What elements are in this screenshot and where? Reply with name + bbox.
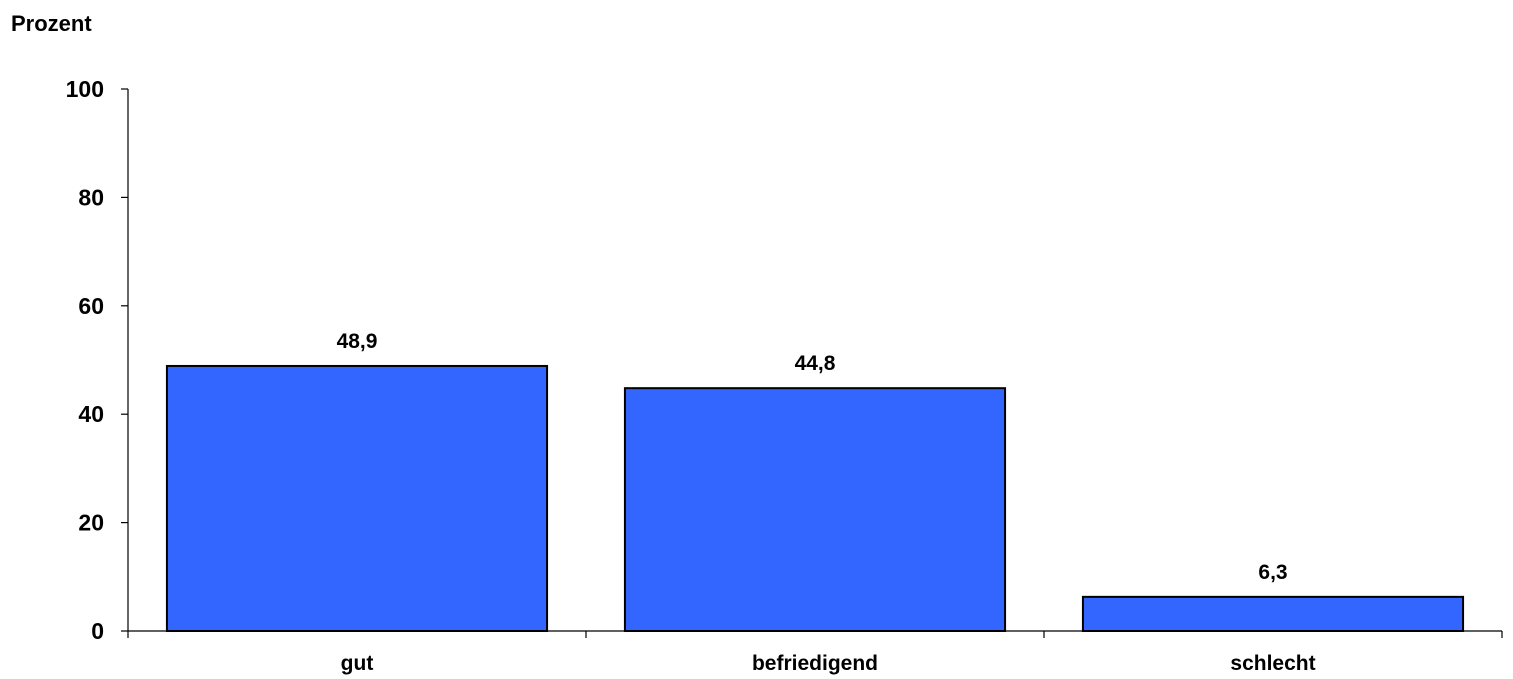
bar-gut: [165, 364, 549, 632]
bar-schlecht: [1081, 595, 1465, 633]
data-label: 6,3: [1258, 561, 1287, 584]
y-axis-title: Prozent: [11, 11, 92, 36]
y-tick-label: 100: [66, 76, 104, 102]
y-tick-label: 20: [78, 510, 104, 536]
y-tick-label: 40: [78, 401, 104, 427]
y-tick-label: 60: [78, 293, 104, 319]
bar-befriedigend: [623, 387, 1007, 632]
x-category-label: befriedigend: [752, 652, 878, 675]
y-ticks: 0 20 40 60 80 100: [66, 76, 1503, 644]
y-tick-label: 80: [78, 184, 104, 210]
axes: [127, 89, 1502, 632]
bars: [165, 364, 1465, 633]
data-labels: 48,9 44,8 6,3: [337, 330, 1288, 584]
x-categories: gut befriedigend schlecht: [341, 652, 1316, 675]
data-label: 48,9: [337, 330, 378, 353]
data-label: 44,8: [795, 352, 836, 375]
x-category-label: gut: [341, 652, 374, 675]
y-tick-label: 0: [91, 618, 104, 644]
x-category-label: schlecht: [1230, 652, 1315, 675]
